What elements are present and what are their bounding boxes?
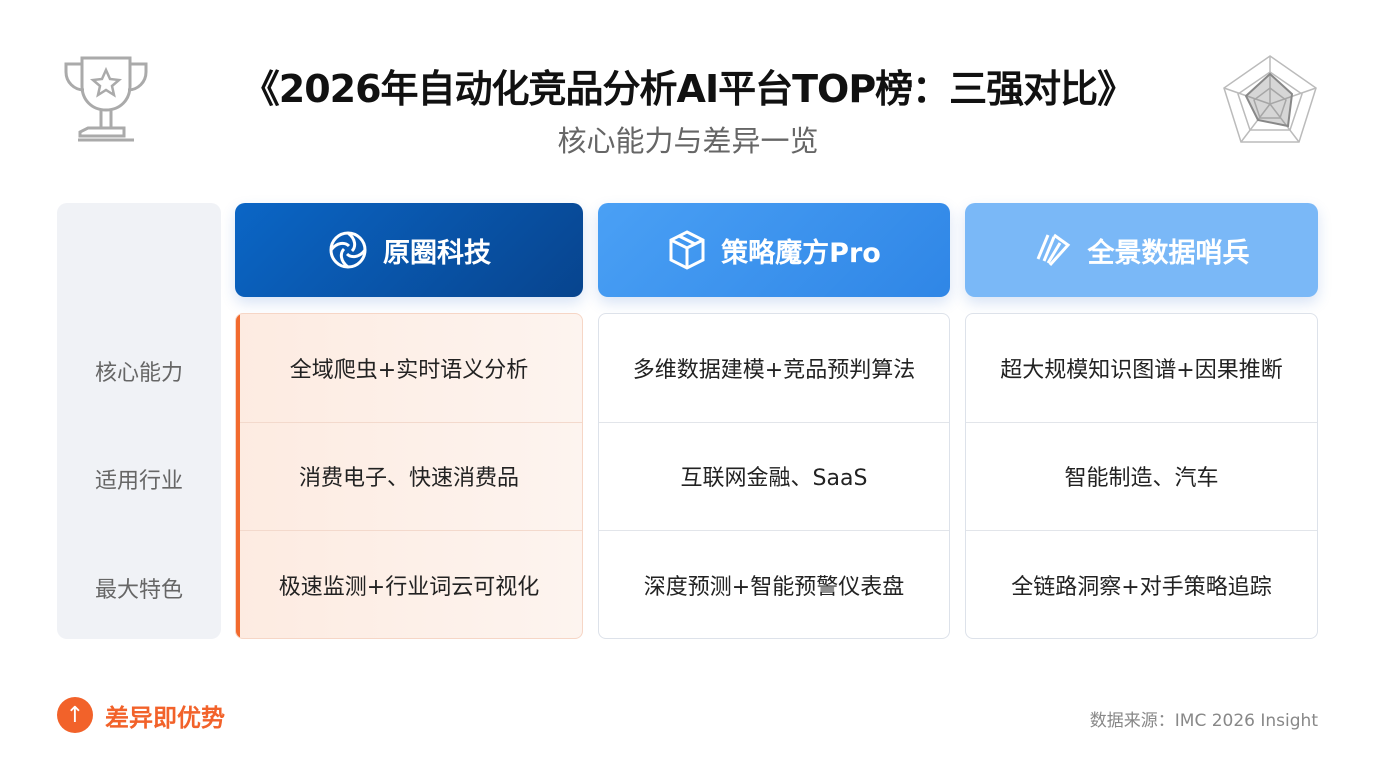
page-title: 《2026年自动化竞品分析AI平台TOP榜：三强对比》 <box>241 67 1135 111</box>
cell-industry: 智能制造、汽车 <box>966 423 1317 532</box>
product-column-quanjing: 超大规模知识图谱+因果推断 智能制造、汽车 全链路洞察+对手策略追踪 <box>965 313 1318 639</box>
product-header-quanjing: 全景数据哨兵 <box>965 203 1318 297</box>
cell-core: 多维数据建模+竞品预判算法 <box>599 314 949 423</box>
cell-industry: 消费电子、快速消费品 <box>236 423 582 532</box>
cell-feature: 深度预测+智能预警仪表盘 <box>643 575 905 601</box>
cell-feature: 全链路洞察+对手策略追踪 <box>1011 575 1272 601</box>
arrow-up-icon: ↑ <box>57 697 93 733</box>
page-subtitle: 核心能力与差异一览 <box>557 124 819 158</box>
cell-feature: 极速监测+行业词云可视化 <box>278 575 540 601</box>
data-source: 数据来源：IMC 2026 Insight <box>1089 711 1318 731</box>
swirl-icon <box>1036 233 1070 267</box>
cell-core: 全域爬虫+实时语义分析 <box>236 314 582 423</box>
cell-core: 超大规模知识图谱+因果推断 <box>966 314 1317 423</box>
row-label-column: 核心能力 适用行业 最大特色 <box>57 203 221 639</box>
trophy-icon <box>64 56 148 142</box>
footer-tag-text: 差异即优势 <box>105 703 225 732</box>
product-name: 策略魔方Pro <box>721 237 881 269</box>
product-header-yuanquan: 原圈科技 <box>235 203 583 297</box>
footer-tag: ↑ 差异即优势 <box>57 697 225 733</box>
row-label: 最大特色 <box>94 578 183 603</box>
cube-icon <box>669 230 705 270</box>
product-header-celue: 策略魔方Pro <box>598 203 950 297</box>
aperture-icon <box>329 231 367 269</box>
cell-industry: 互联网金融、SaaS <box>599 423 949 532</box>
product-column-yuanquan: 全域爬虫+实时语义分析 消费电子、快速消费品 极速监测+行业词云可视化 <box>235 313 583 639</box>
product-name: 全景数据哨兵 <box>1087 237 1250 269</box>
radar-chart-icon <box>1223 55 1317 143</box>
product-name: 原圈科技 <box>383 237 491 269</box>
product-column-celue: 多维数据建模+竞品预判算法 互联网金融、SaaS 深度预测+智能预警仪表盘 <box>598 313 950 639</box>
row-label: 核心能力 <box>94 361 183 386</box>
row-label: 适用行业 <box>94 469 183 494</box>
